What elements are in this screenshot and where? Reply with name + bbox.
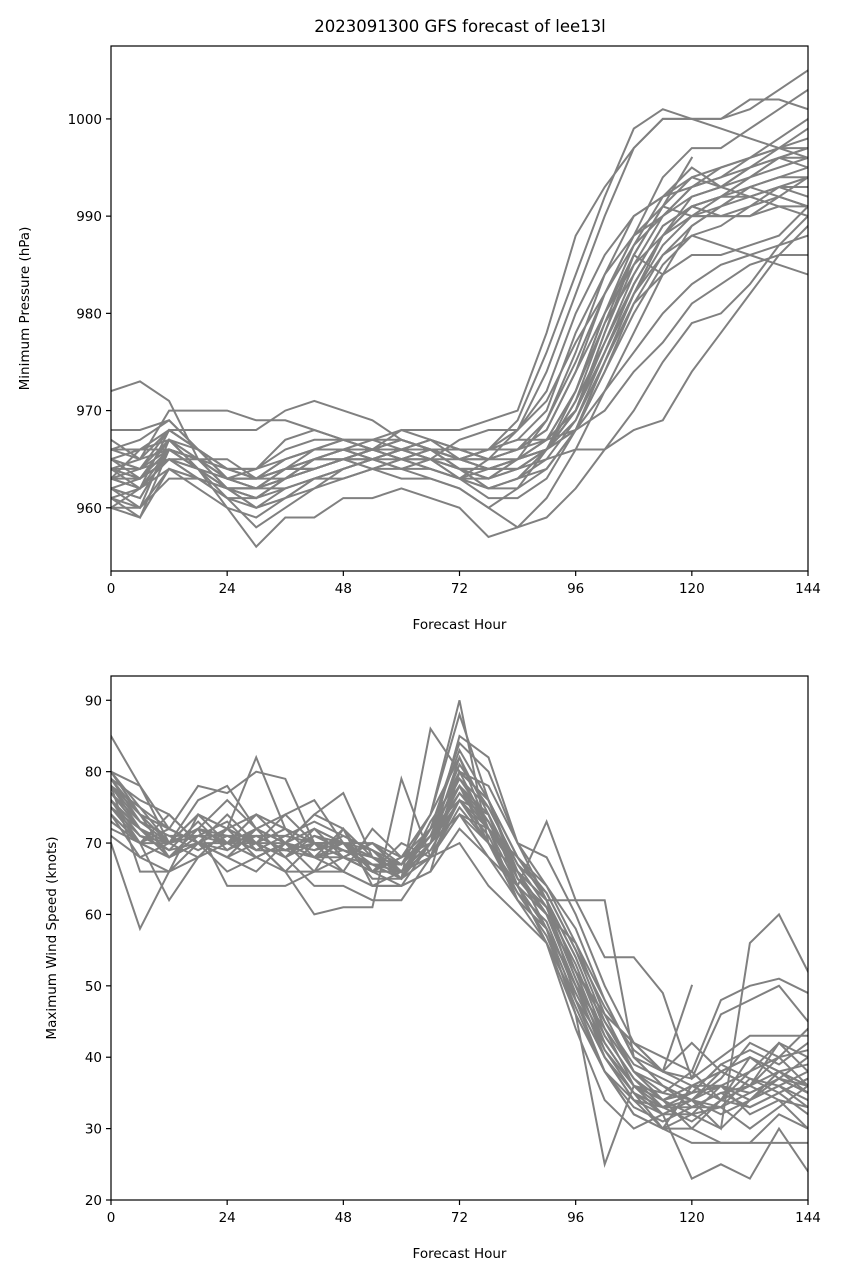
- wind-y-tick-label: 60: [85, 907, 102, 923]
- wind-panel: 0 24 48 72 96 120 144 20 30 40 50 60 70 80 90 Forecas…: [44, 675, 821, 1262]
- wind-x-ticks: 0 24 48 72 96 120 144: [107, 1200, 821, 1226]
- pressure-series-member-31: [111, 176, 808, 490]
- pressure-x-tick-label: 96: [567, 581, 584, 597]
- pressure-series-member-30: [111, 147, 808, 480]
- pressure-series-member-03: [111, 69, 808, 461]
- wind-y-axis-label: Maximum Wind Speed (knots): [44, 836, 60, 1039]
- chart-title: 2023091300 GFS forecast of lee13l: [314, 17, 606, 36]
- pressure-y-ticks: 960 970 980 990 1000: [68, 112, 111, 517]
- pressure-y-tick-label: 960: [76, 501, 102, 517]
- pressure-y-tick-label: 980: [76, 306, 102, 322]
- wind-members: [111, 700, 808, 1180]
- pressure-members: [111, 69, 808, 549]
- wind-x-tick-label: 48: [335, 1210, 352, 1226]
- pressure-x-ticks: 0 24 48 72 96 120 144: [107, 571, 821, 597]
- pressure-series-member-20: [111, 205, 808, 480]
- pressure-x-tick-label: 72: [451, 581, 468, 597]
- wind-series-member-10: [111, 798, 808, 1180]
- pressure-series-member-04: [111, 88, 808, 490]
- pressure-series-member-23: [111, 176, 808, 490]
- wind-axes-frame: [110, 675, 809, 1201]
- wind-series-member-29: [111, 791, 808, 1123]
- wind-series-member-20: [111, 812, 808, 1109]
- wind-x-tick-label: 120: [679, 1210, 705, 1226]
- wind-x-tick-label: 72: [451, 1210, 468, 1226]
- pressure-panel: 0 24 48 72 96 120 144 960 970 980 990 1000 Forecas…: [17, 45, 821, 633]
- wind-series-member-04: [111, 754, 808, 1081]
- wind-x-tick-label: 24: [219, 1210, 236, 1226]
- wind-y-tick-label: 90: [85, 693, 102, 709]
- wind-y-tick-label: 40: [85, 1050, 102, 1066]
- pressure-y-tick-label: 970: [76, 404, 102, 420]
- pressure-y-tick-label: 990: [76, 209, 102, 225]
- wind-x-axis-label: Forecast Hour: [413, 1246, 507, 1262]
- pressure-x-tick-label: 0: [107, 581, 116, 597]
- pressure-x-tick-label: 48: [335, 581, 352, 597]
- wind-y-tick-label: 70: [85, 836, 102, 852]
- pressure-series-member-24: [111, 156, 808, 470]
- pressure-series-member-26: [111, 156, 694, 500]
- pressure-series-member-02: [111, 108, 808, 480]
- wind-x-tick-label: 144: [795, 1210, 821, 1226]
- wind-y-ticks: 20 30 40 50 60 70 80 90: [85, 693, 111, 1209]
- pressure-series-member-01: [111, 98, 808, 500]
- wind-y-tick-label: 20: [85, 1193, 102, 1209]
- wind-series-member-31: [111, 784, 808, 1109]
- wind-x-tick-label: 0: [107, 1210, 116, 1226]
- wind-x-tick-label: 96: [567, 1210, 584, 1226]
- pressure-x-tick-label: 24: [219, 581, 236, 597]
- wind-y-tick-label: 50: [85, 979, 102, 995]
- pressure-series-member-17: [111, 214, 808, 549]
- pressure-series-member-28: [111, 176, 808, 480]
- wind-series-member-15: [111, 770, 808, 1088]
- pressure-x-tick-label: 120: [679, 581, 705, 597]
- pressure-x-tick-label: 144: [795, 581, 821, 597]
- wind-series-member-27: [111, 805, 808, 1123]
- pressure-x-axis-label: Forecast Hour: [413, 617, 507, 633]
- pressure-y-axis-label: Minimum Pressure (hPa): [17, 227, 33, 391]
- pressure-y-tick-label: 1000: [68, 112, 102, 128]
- wind-series-member-30: [111, 747, 808, 1095]
- wind-y-tick-label: 80: [85, 765, 102, 781]
- pressure-series-member-22: [111, 137, 808, 490]
- wind-y-tick-label: 30: [85, 1122, 102, 1138]
- wind-series-member-03: [111, 726, 808, 1080]
- pressure-series-member-19: [111, 204, 808, 490]
